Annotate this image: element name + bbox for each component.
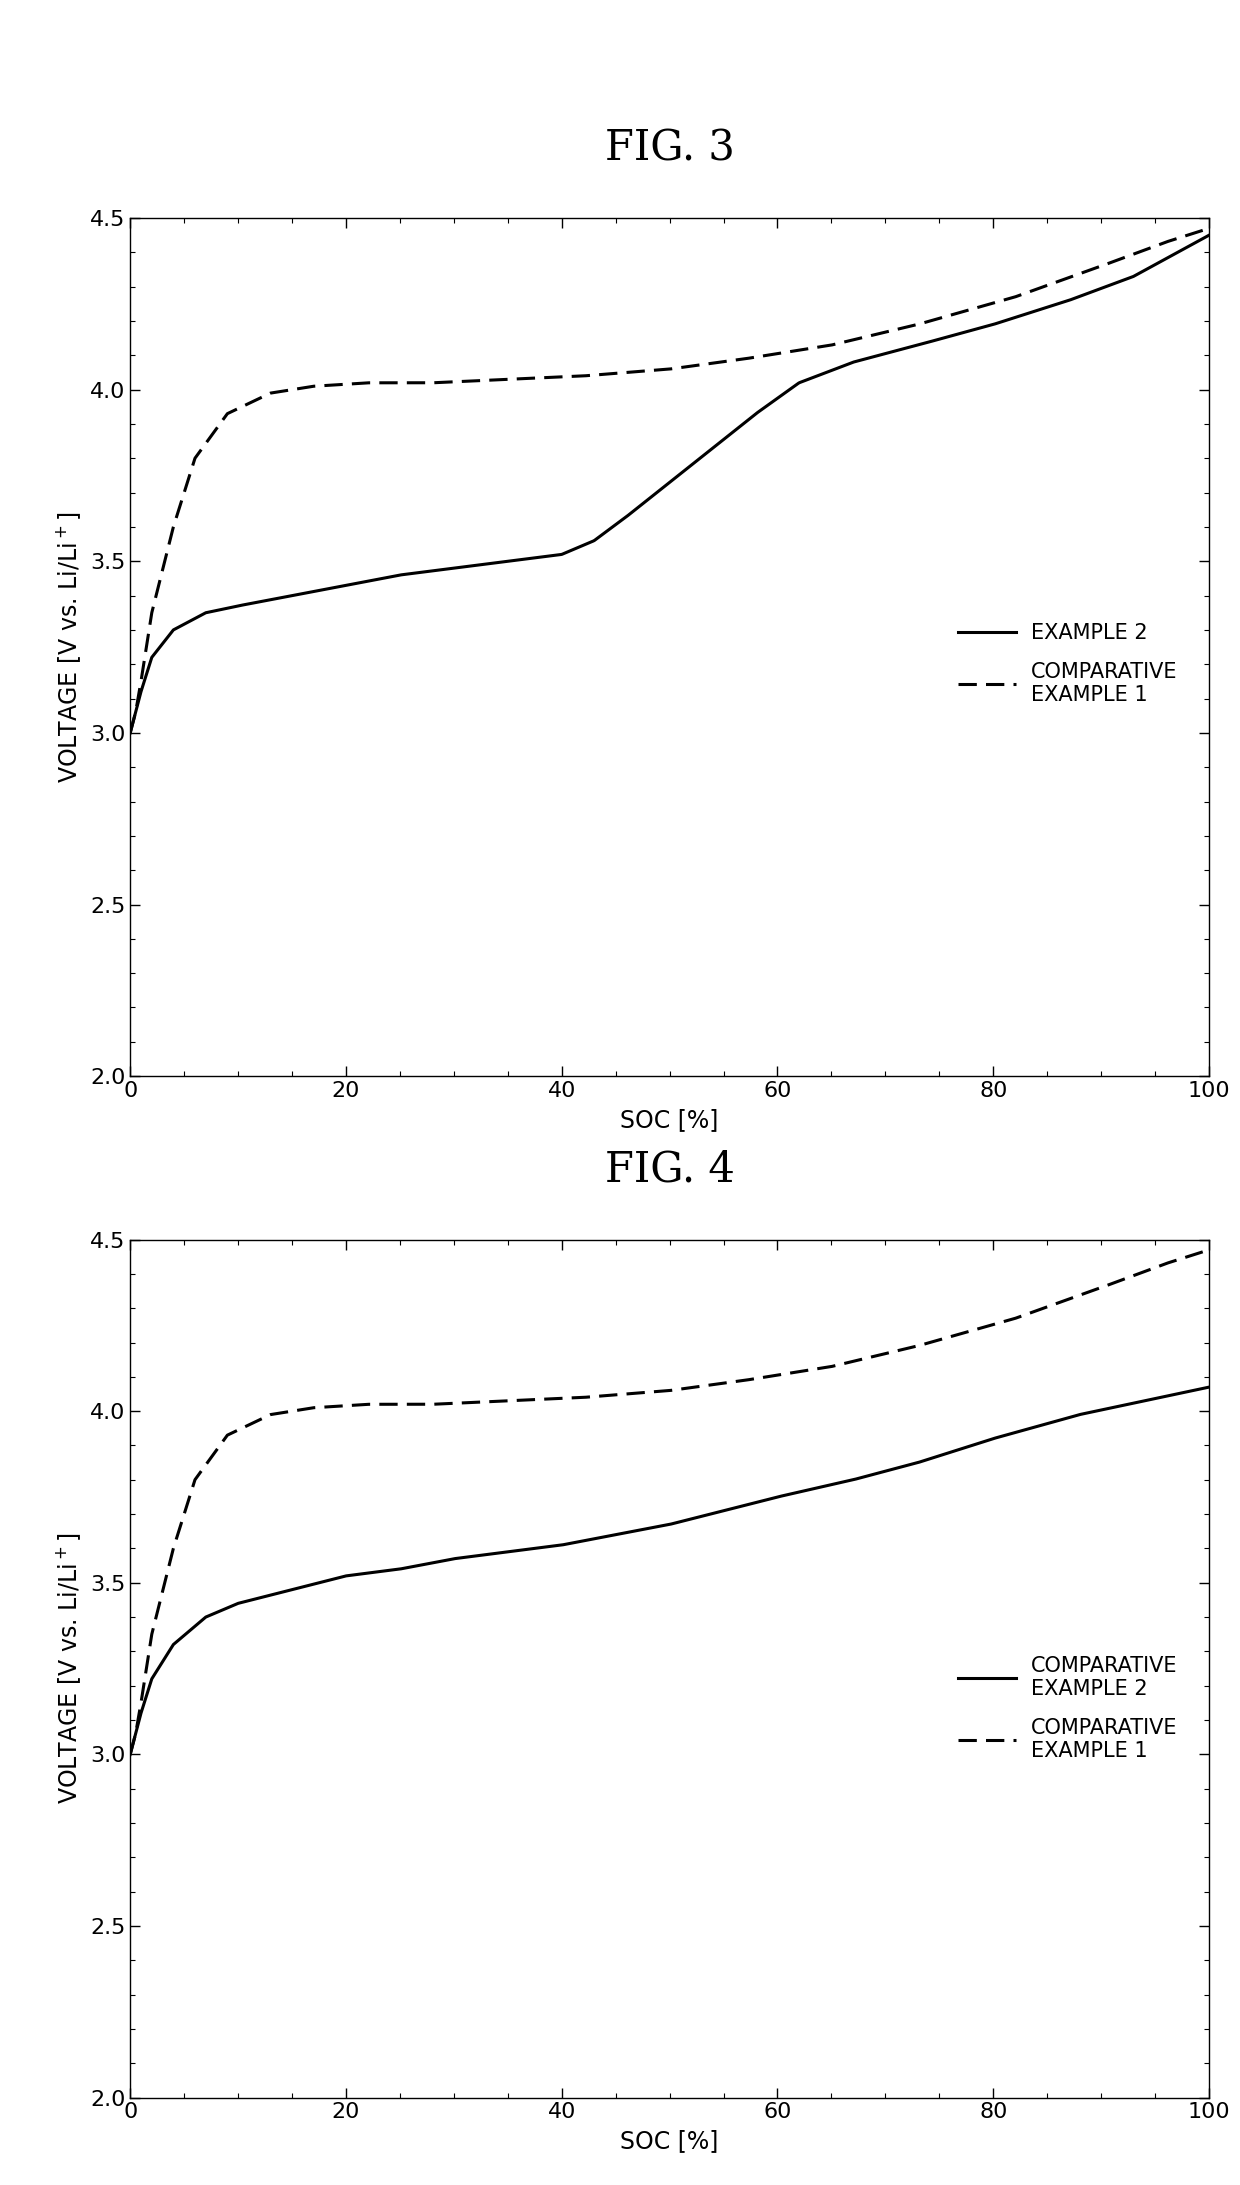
Y-axis label: VOLTAGE [V vs. Li/Li$^+$]: VOLTAGE [V vs. Li/Li$^+$]: [55, 511, 83, 782]
X-axis label: SOC [%]: SOC [%]: [620, 1108, 719, 1132]
X-axis label: SOC [%]: SOC [%]: [620, 2130, 719, 2154]
Text: FIG. 3: FIG. 3: [605, 127, 734, 168]
Y-axis label: VOLTAGE [V vs. Li/Li$^+$]: VOLTAGE [V vs. Li/Li$^+$]: [55, 1534, 83, 1805]
Text: FIG. 4: FIG. 4: [605, 1149, 734, 1191]
Legend: COMPARATIVE
EXAMPLE 2, COMPARATIVE
EXAMPLE 1: COMPARATIVE EXAMPLE 2, COMPARATIVE EXAMP…: [957, 1656, 1177, 1761]
Legend: EXAMPLE 2, COMPARATIVE
EXAMPLE 1: EXAMPLE 2, COMPARATIVE EXAMPLE 1: [957, 623, 1177, 706]
